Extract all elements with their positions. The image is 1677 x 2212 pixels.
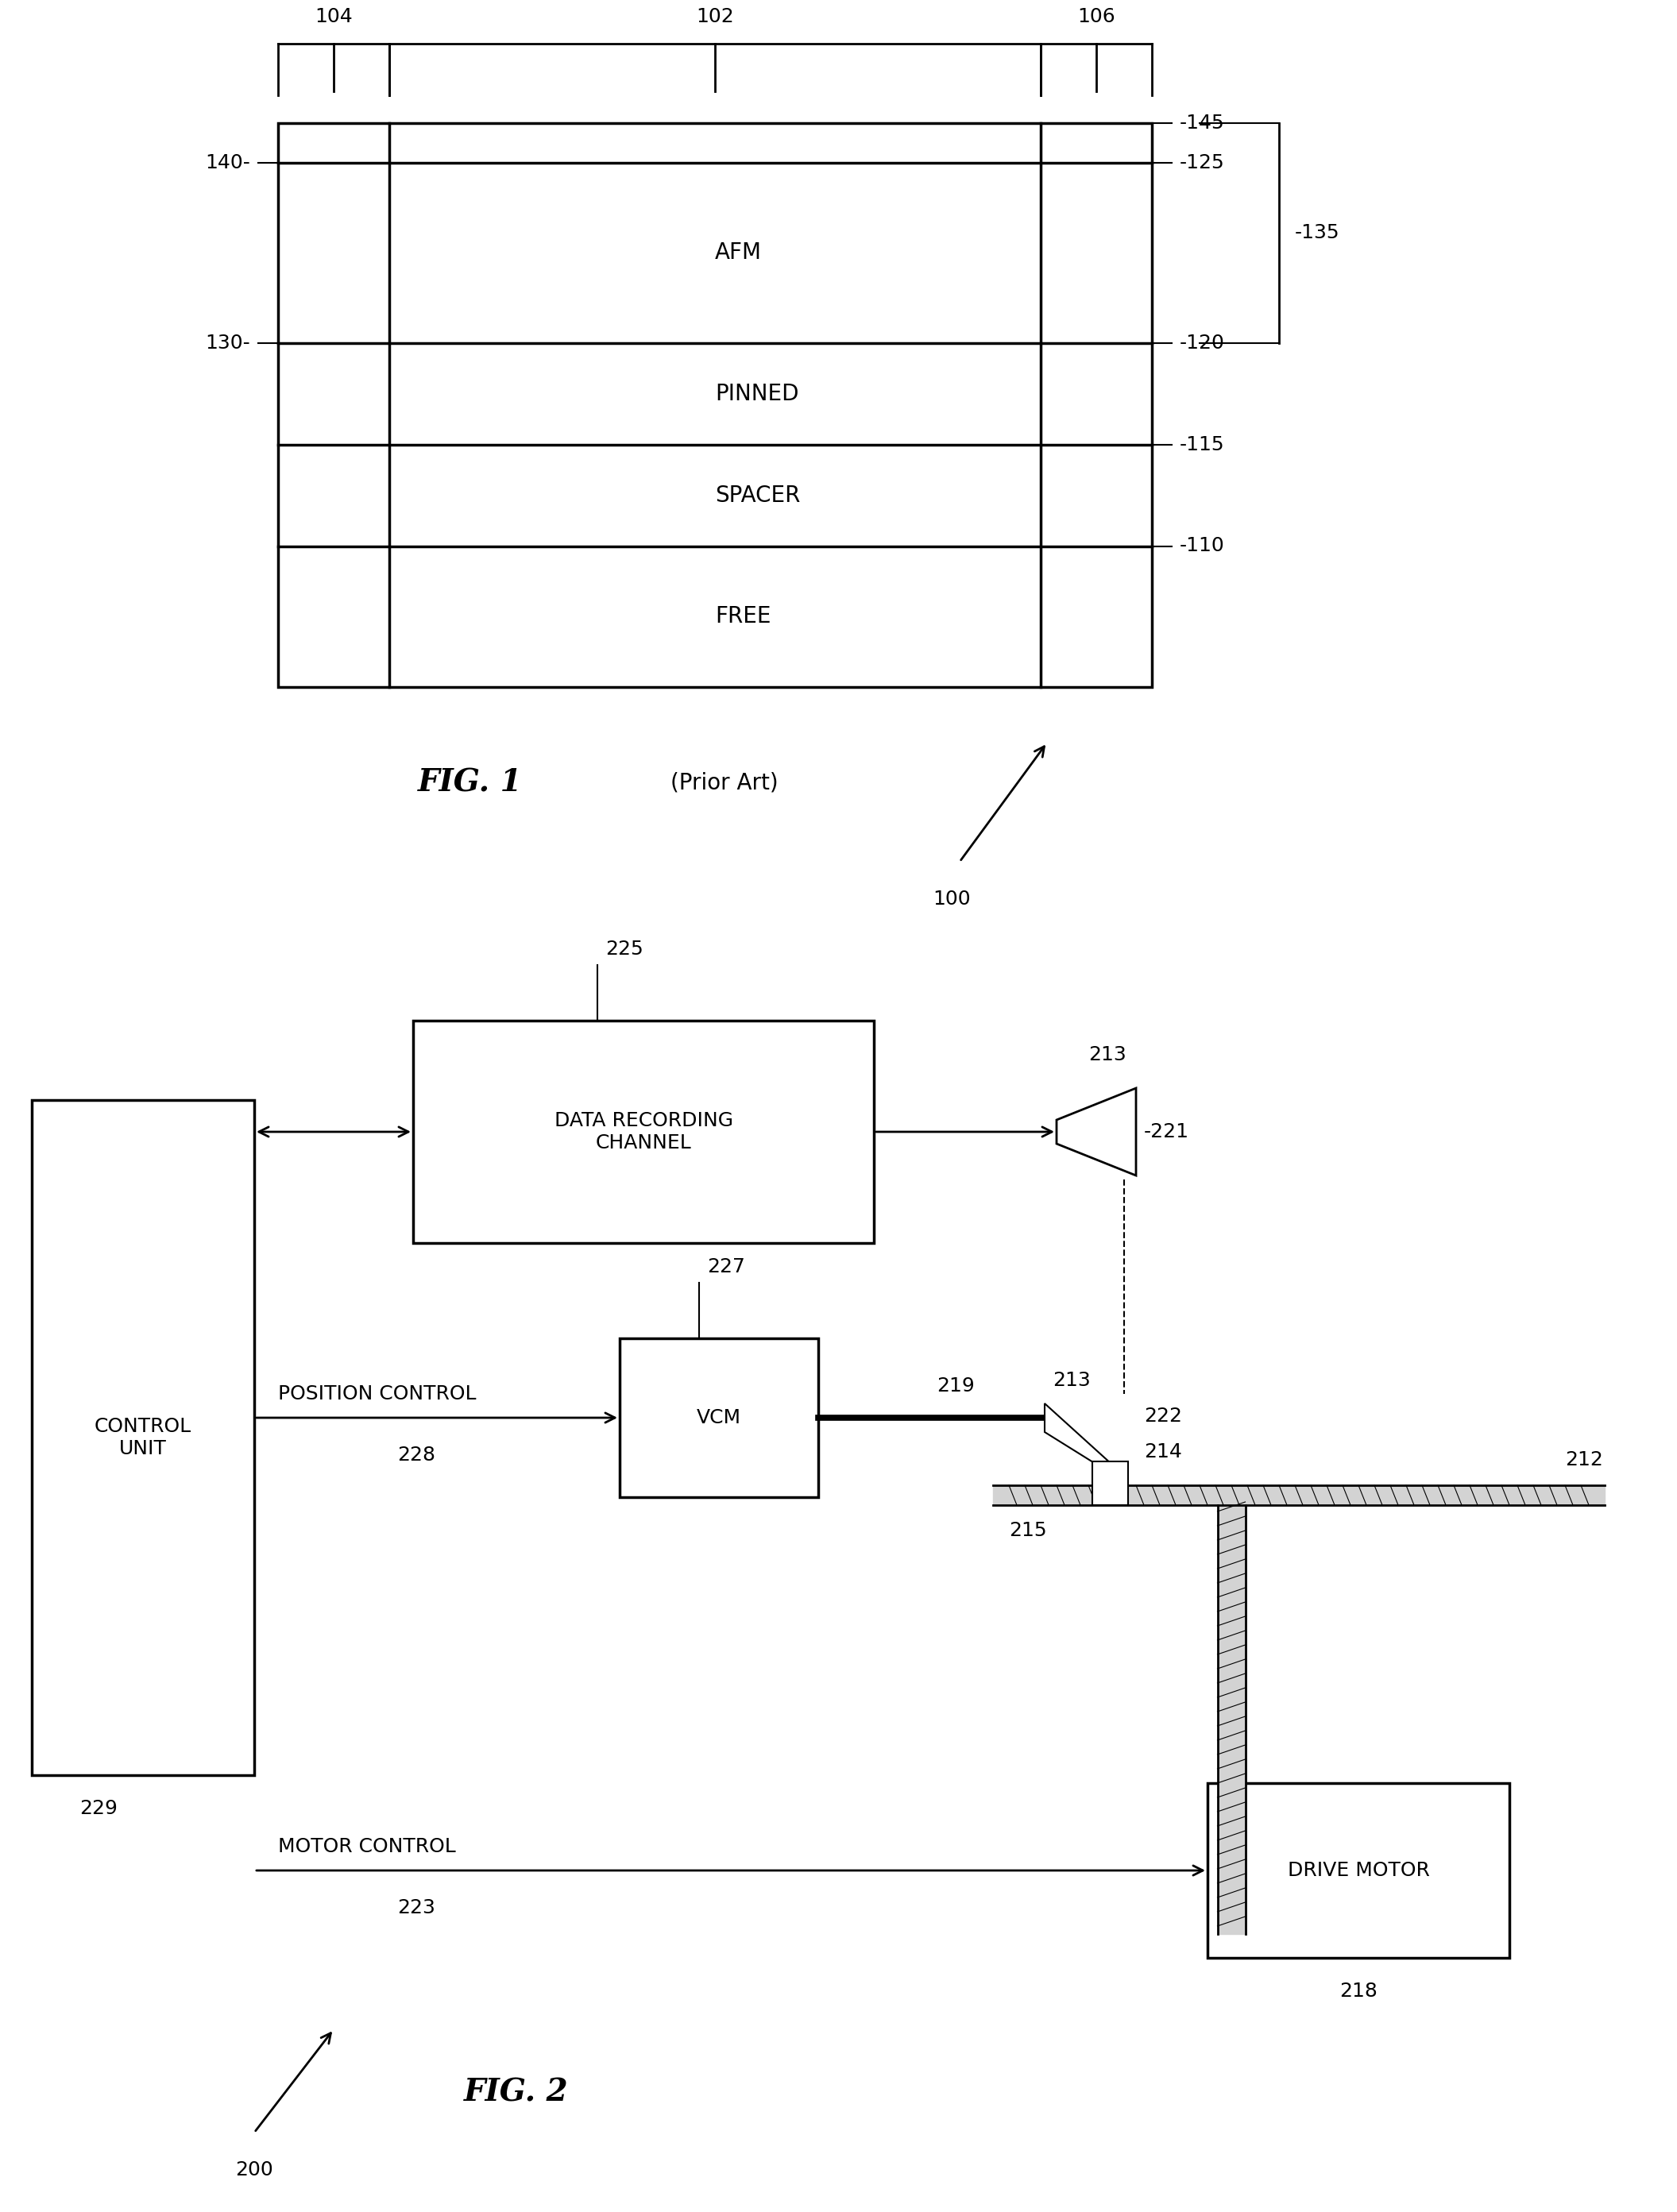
Text: PINNED: PINNED — [714, 383, 798, 405]
Text: 214: 214 — [1144, 1442, 1182, 1462]
Polygon shape — [1057, 1088, 1135, 1175]
Text: -145: -145 — [1179, 113, 1224, 133]
Text: CONTROL
UNIT: CONTROL UNIT — [94, 1418, 191, 1458]
Text: 106: 106 — [1077, 7, 1115, 27]
Text: 102: 102 — [696, 7, 735, 27]
Text: 223: 223 — [397, 1898, 436, 1918]
Bar — [278, 124, 1152, 688]
Text: 218: 218 — [1340, 1982, 1377, 2000]
Text: 219: 219 — [936, 1376, 974, 1396]
Polygon shape — [1045, 1402, 1112, 1473]
Text: 227: 227 — [708, 1256, 745, 1276]
Text: 100: 100 — [932, 889, 971, 909]
Text: 104: 104 — [315, 7, 352, 27]
Bar — [1207, 1783, 1509, 1958]
Text: AFM: AFM — [714, 241, 761, 263]
Text: -125: -125 — [1179, 153, 1224, 173]
Text: -135: -135 — [1295, 223, 1340, 243]
Text: -115: -115 — [1179, 436, 1224, 453]
Text: 225: 225 — [605, 940, 644, 958]
Text: FIG. 1: FIG. 1 — [418, 768, 523, 799]
Text: DATA RECORDING
CHANNEL: DATA RECORDING CHANNEL — [553, 1110, 733, 1152]
Bar — [32, 1099, 255, 1776]
Text: (Prior Art): (Prior Art) — [671, 772, 778, 794]
Text: VCM: VCM — [696, 1409, 741, 1427]
Text: MOTOR CONTROL: MOTOR CONTROL — [278, 1838, 456, 1856]
Text: FREE: FREE — [714, 606, 771, 628]
Text: 130-: 130- — [205, 334, 250, 352]
Text: POSITION CONTROL: POSITION CONTROL — [278, 1385, 476, 1402]
Bar — [1092, 1462, 1129, 1504]
Text: -221: -221 — [1144, 1121, 1189, 1141]
Bar — [413, 1020, 874, 1243]
Text: 200: 200 — [235, 2161, 273, 2179]
Text: 215: 215 — [1010, 1522, 1046, 1540]
Text: DRIVE MOTOR: DRIVE MOTOR — [1288, 1860, 1429, 1880]
Text: 213: 213 — [1053, 1371, 1090, 1389]
Text: -120: -120 — [1179, 334, 1224, 352]
Text: 140-: 140- — [205, 153, 250, 173]
Text: 222: 222 — [1144, 1407, 1182, 1427]
Text: -110: -110 — [1179, 538, 1224, 555]
Text: SPACER: SPACER — [714, 484, 800, 507]
Text: 228: 228 — [397, 1447, 436, 1464]
Text: 213: 213 — [1088, 1046, 1127, 1064]
Text: 229: 229 — [79, 1798, 117, 1818]
Text: FIG. 2: FIG. 2 — [465, 2077, 569, 2108]
Text: 212: 212 — [1565, 1451, 1603, 1469]
Bar — [619, 1338, 818, 1498]
